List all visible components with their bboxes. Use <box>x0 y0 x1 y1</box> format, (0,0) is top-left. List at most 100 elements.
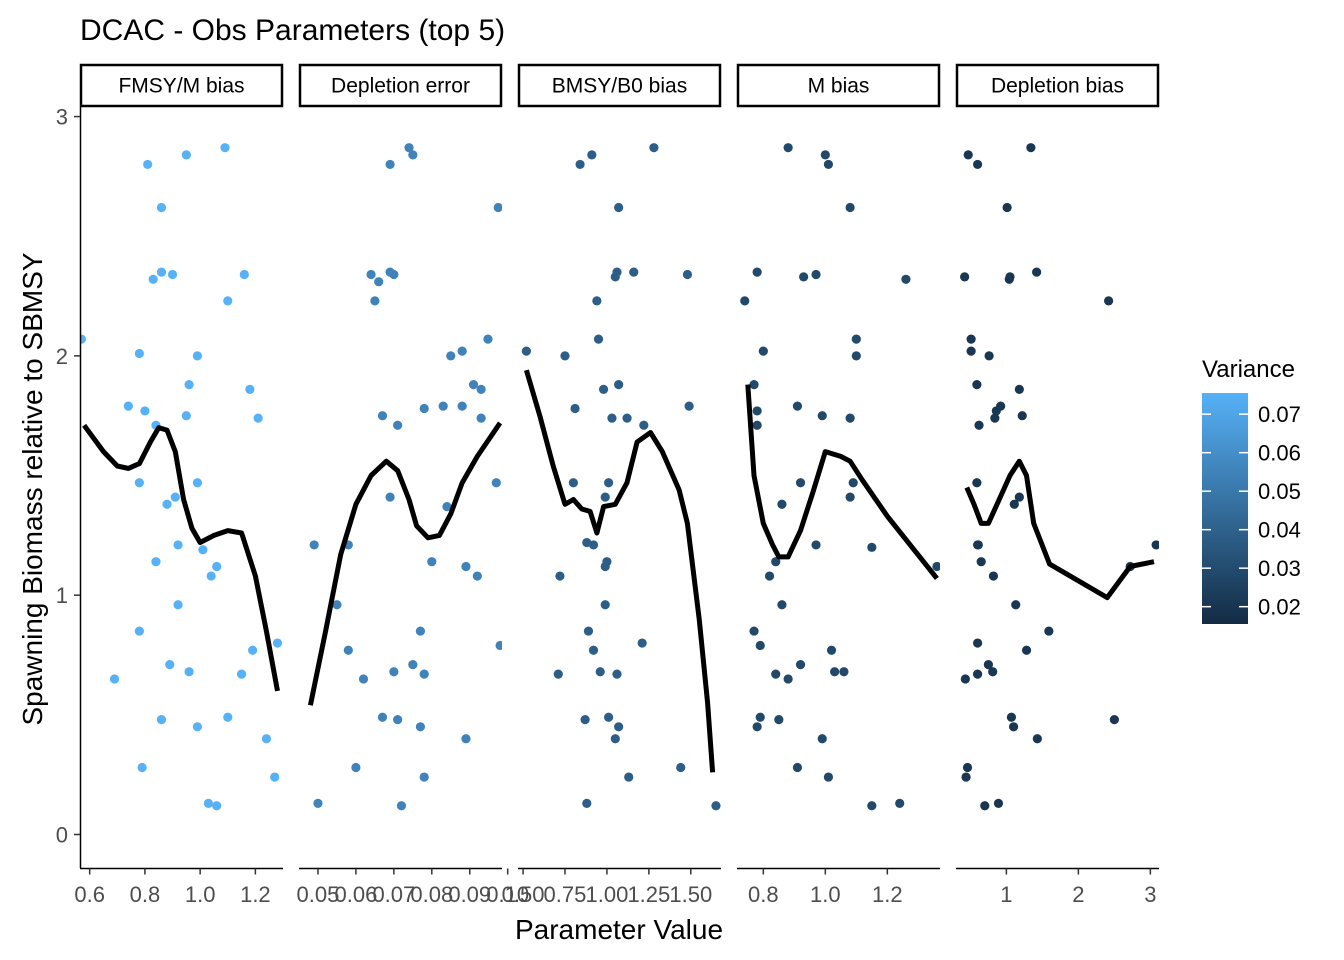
data-points <box>521 143 721 811</box>
data-point <box>755 712 765 722</box>
data-point <box>555 571 565 581</box>
data-point <box>181 150 191 160</box>
data-point <box>134 478 144 488</box>
y-tick-label: 3 <box>56 105 68 130</box>
data-point <box>600 492 610 502</box>
data-point <box>415 722 426 732</box>
data-point <box>598 384 609 394</box>
data-point <box>167 269 178 280</box>
data-point <box>134 626 144 636</box>
x-tick-label: 0.50 <box>502 882 545 907</box>
data-point <box>820 150 830 160</box>
x-tick-label: 2 <box>1072 882 1084 907</box>
data-point <box>377 411 388 421</box>
data-point <box>220 143 230 153</box>
data-point <box>603 478 614 488</box>
data-point <box>248 645 258 655</box>
data-point <box>309 540 319 550</box>
data-point <box>236 669 247 679</box>
facet-strip <box>736 63 941 108</box>
data-point <box>895 798 905 808</box>
chart-title: DCAC - Obs Parameters (top 5) <box>80 14 505 47</box>
data-point <box>777 499 787 509</box>
facet-strip-label: BMSY/B0 bias <box>552 75 687 98</box>
data-point <box>783 674 793 684</box>
data-point <box>1014 492 1024 502</box>
data-point <box>272 638 283 648</box>
data-point <box>461 561 471 572</box>
legend-ticks: 0.02 0.03 0.04 0.05 0.06 0.07 <box>1202 402 1301 620</box>
x-tick-label: 0.05 <box>297 882 340 907</box>
data-point <box>774 715 784 725</box>
y-axis: 0 1 2 3 <box>56 105 82 868</box>
x-tick-label: 0.10 <box>486 882 529 907</box>
data-point <box>614 722 624 732</box>
data-point <box>817 734 827 744</box>
data-point <box>603 712 614 722</box>
x-tick-label: 0.07 <box>372 882 415 907</box>
data-point <box>212 801 222 811</box>
data-point <box>961 772 971 782</box>
data-point <box>587 150 597 160</box>
data-point <box>972 159 983 170</box>
data-point <box>988 571 999 581</box>
legend-colorbar <box>1202 393 1248 624</box>
data-point <box>393 715 403 725</box>
data-point <box>568 478 578 488</box>
data-point <box>137 762 147 773</box>
data-point <box>758 346 768 356</box>
smooth-line <box>307 421 502 706</box>
x-tick-label: 0.8 <box>130 882 161 907</box>
data-point <box>624 772 634 782</box>
data-point <box>385 159 395 170</box>
data-point <box>637 638 647 648</box>
x-tick-label: 1.2 <box>872 882 903 907</box>
data-point <box>476 413 486 423</box>
data-point <box>960 272 970 282</box>
data-point <box>203 798 214 808</box>
data-points <box>309 143 502 811</box>
facet-strip-label: M bias <box>808 75 870 98</box>
data-point <box>165 659 175 670</box>
data-point <box>109 674 120 684</box>
data-point <box>123 401 133 411</box>
data-point <box>588 645 599 655</box>
data-point <box>173 540 183 550</box>
data-point <box>1109 715 1119 725</box>
data-point <box>396 801 407 811</box>
data-point <box>795 659 806 670</box>
data-point <box>1044 626 1054 636</box>
data-point <box>614 202 624 213</box>
data-point <box>811 269 821 280</box>
data-point <box>583 626 594 636</box>
data-point <box>972 638 983 648</box>
data-point <box>239 269 249 280</box>
smooth-line <box>964 458 1155 601</box>
data-point <box>80 334 86 344</box>
data-point <box>823 159 834 170</box>
x-tick-label: 1.50 <box>669 882 712 907</box>
facet-panel: BMSY/B0 bias 0.50 0.75 1.00 1.25 1.50 <box>502 63 722 907</box>
data-point <box>980 801 990 811</box>
smooth-line <box>82 423 280 692</box>
data-point <box>811 540 821 550</box>
data-point <box>629 267 639 277</box>
data-point <box>570 403 580 414</box>
data-point <box>988 667 998 677</box>
data-point <box>457 346 467 356</box>
data-point <box>817 411 827 421</box>
data-point <box>457 401 467 411</box>
data-point <box>389 269 399 280</box>
data-point <box>972 669 983 679</box>
data-point <box>419 772 429 782</box>
data-point <box>974 420 984 430</box>
data-point <box>593 334 604 344</box>
data-points <box>740 143 940 811</box>
x-tick-label: 3 <box>1144 882 1156 907</box>
facet-panel: FMSY/M bias 0.6 0.8 1.0 1.2 <box>74 63 284 907</box>
data-point <box>830 667 840 677</box>
legend-tick-label: 0.05 <box>1258 479 1301 504</box>
data-point <box>374 277 384 287</box>
data-point <box>1008 722 1019 732</box>
data-point <box>370 296 380 306</box>
